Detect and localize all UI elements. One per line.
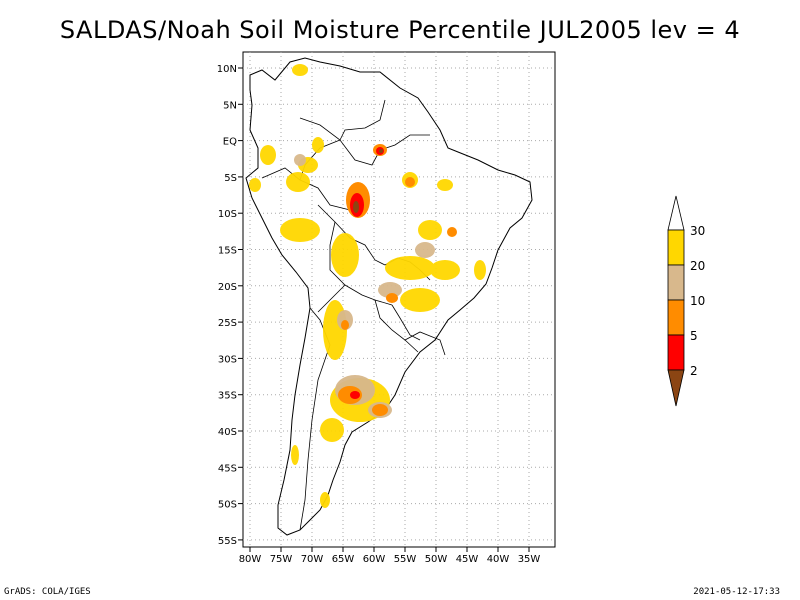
legend-label-30: 30 bbox=[690, 224, 705, 238]
lat-tick-label: 30S bbox=[218, 354, 237, 365]
gridlines bbox=[238, 52, 555, 552]
footer-credit: GrADS: COLA/IGES bbox=[4, 587, 91, 597]
lat-tick-label: 40S bbox=[218, 427, 237, 438]
lon-tick-label: 80W bbox=[239, 554, 262, 565]
legend-label-10: 10 bbox=[690, 294, 705, 308]
legend-swatch-5-10 bbox=[667, 299, 685, 336]
lat-tick-label: 35S bbox=[218, 391, 237, 402]
country-borders bbox=[261, 99, 446, 531]
lon-tick-label: 45W bbox=[456, 554, 479, 565]
lon-tick-label: 70W bbox=[301, 554, 324, 565]
legend-swatch-below-2 bbox=[667, 369, 685, 407]
footer-timestamp: 2021-05-12-17:33 bbox=[693, 587, 780, 597]
legend-label-20: 20 bbox=[690, 259, 705, 273]
lat-tick-label: 55S bbox=[218, 536, 237, 547]
legend-label-2: 2 bbox=[690, 364, 698, 378]
map-frame bbox=[242, 51, 556, 548]
lat-tick-label: 50S bbox=[218, 500, 237, 511]
lat-tick-label: 5N bbox=[223, 100, 237, 111]
lon-tick-label: 55W bbox=[394, 554, 417, 565]
color-bar-legend: 30 20 10 5 2 bbox=[667, 195, 705, 407]
lon-tick-label: 75W bbox=[270, 554, 293, 565]
lon-tick-label: 65W bbox=[332, 554, 355, 565]
latitude-tick-labels: 10N 5N EQ 5S 10S 15S 20S 25S 30S 35S 40S 45S 50S 55S bbox=[217, 64, 237, 547]
lon-tick-label: 40W bbox=[487, 554, 510, 565]
legend-swatch-20-30 bbox=[667, 229, 685, 266]
lat-tick-label: 25S bbox=[218, 318, 237, 329]
lat-tick-label: 5S bbox=[224, 173, 237, 184]
legend-swatch-2-5 bbox=[667, 334, 685, 371]
legend-swatch-above-30 bbox=[667, 195, 685, 231]
lat-tick-label: 10N bbox=[217, 64, 237, 75]
lat-tick-label: 20S bbox=[218, 282, 237, 293]
lat-tick-label: 15S bbox=[218, 246, 237, 257]
soil-moisture-patches bbox=[249, 64, 486, 508]
lon-tick-label: 50W bbox=[425, 554, 448, 565]
lon-tick-label: 60W bbox=[363, 554, 386, 565]
longitude-tick-labels: 80W 75W 70W 65W 60W 55W 50W 45W 40W 35W bbox=[239, 554, 541, 565]
lat-tick-label: 45S bbox=[218, 463, 237, 474]
lat-tick-label: 10S bbox=[218, 209, 237, 220]
lon-tick-label: 35W bbox=[518, 554, 541, 565]
legend-label-5: 5 bbox=[690, 329, 698, 343]
map-title: SALDAS/Noah Soil Moisture Percentile JUL… bbox=[59, 16, 741, 44]
lat-tick-label: EQ bbox=[223, 137, 237, 148]
legend-swatch-10-20 bbox=[667, 264, 685, 301]
